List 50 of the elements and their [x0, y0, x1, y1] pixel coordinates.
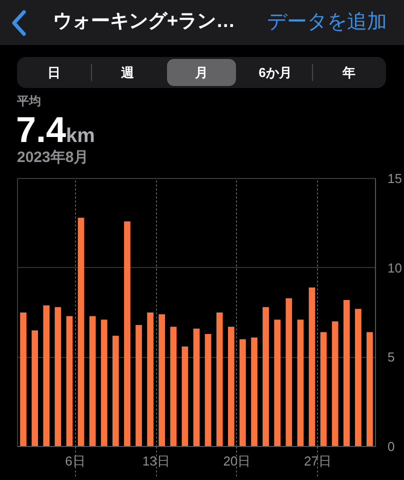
bar [366, 332, 373, 446]
y-tick-label: 0 [388, 439, 395, 454]
bar [54, 307, 62, 446]
bar [66, 316, 73, 446]
text: 日 [46, 64, 62, 82]
text: 週 [120, 64, 136, 82]
bar [43, 305, 50, 446]
bar [262, 307, 269, 446]
text: データを追加 [267, 10, 387, 35]
bar [204, 334, 212, 446]
text: 月 [164, 57, 238, 88]
bar [308, 287, 316, 446]
bar [228, 326, 234, 446]
bar [320, 332, 327, 446]
x-tick-label: 20日 [223, 454, 251, 468]
bar [251, 338, 258, 446]
text: 平均 [17, 93, 41, 110]
bar [78, 218, 84, 446]
x-tick-label: 6日 [65, 454, 86, 468]
bar [332, 321, 338, 446]
bar [100, 320, 108, 446]
bar [216, 312, 223, 446]
bar [124, 221, 130, 446]
bar [193, 328, 200, 446]
y-tick-label: 15 [388, 171, 402, 186]
bar [355, 308, 362, 446]
bar [170, 326, 177, 446]
bar [32, 330, 38, 446]
y-tick-label: 10 [388, 260, 402, 276]
text: 6か月 [258, 64, 293, 82]
bar [297, 320, 304, 446]
bar [112, 336, 119, 446]
chart-subtitle: 2023年8月 [17, 148, 89, 168]
bar [182, 346, 188, 446]
bar [286, 298, 292, 446]
bar [136, 325, 142, 446]
bar [343, 300, 350, 446]
x-tick-label: 13日 [142, 454, 170, 468]
bar [274, 320, 281, 446]
chart-title: ウォーキング+ラン… [53, 10, 236, 34]
bar [158, 314, 166, 446]
x-tick-label: 27日 [304, 454, 332, 468]
text: 年 [341, 64, 357, 82]
text: 7.4 [16, 109, 66, 150]
bar [89, 316, 96, 446]
bar [20, 312, 26, 446]
bar [240, 339, 246, 446]
y-tick-label: 5 [388, 350, 395, 365]
bar [147, 312, 154, 446]
text: km [66, 125, 95, 147]
